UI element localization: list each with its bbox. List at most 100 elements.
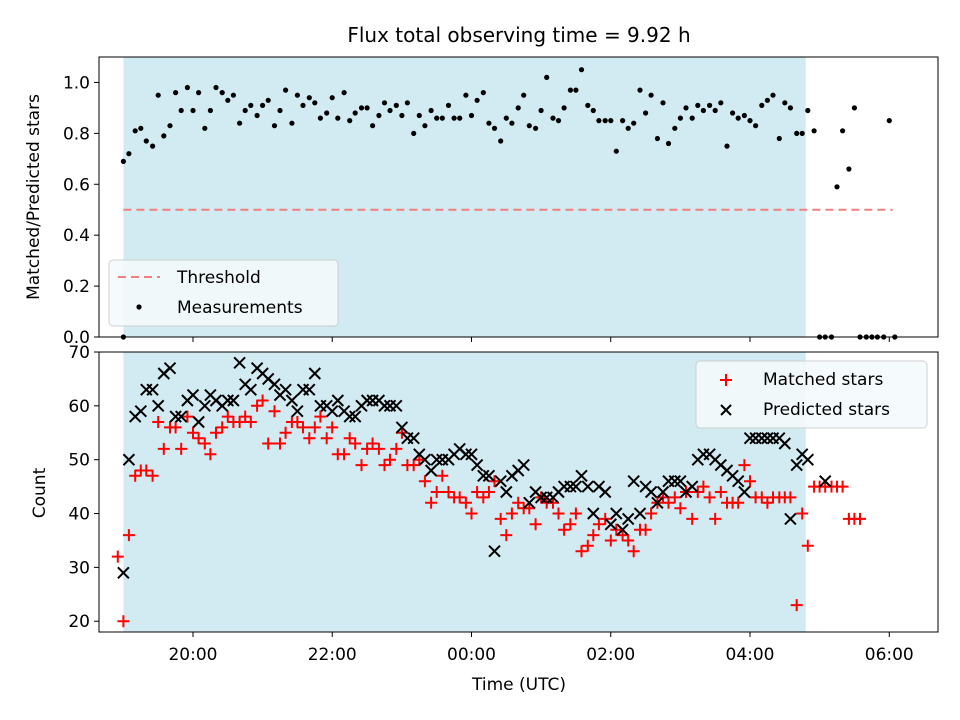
matched-star-point [494,512,507,525]
chart-title: Flux total observing time = 9.92 h [347,23,690,47]
predicted-star-point [534,491,548,504]
matched-star-point [268,405,281,418]
measurement-point [730,110,736,116]
matched-star-point [117,615,130,628]
measurement-point [747,118,753,124]
matched-star-point [157,442,170,455]
matched-star-point [755,491,768,504]
matched-star-point [338,448,351,461]
measurement-point [794,130,800,136]
measurement-point [184,84,190,91]
matched-star-point [244,416,257,428]
predicted-star-point [348,410,362,423]
count-x-tick-label: 20:00 [168,645,217,665]
matched-star-point [575,545,588,558]
matched-star-point [604,534,617,547]
ratio-y-label: Matched/Predicted stars [24,94,44,300]
matched-star-point [442,486,455,498]
matched-star-point [262,437,275,450]
matched-star-point [111,550,124,563]
matched-star-point [674,502,687,515]
predicted-star-point [621,512,635,526]
ratio-legend: Threshold Measurements [108,259,339,327]
count-panel: 20 30 40 50 60 70 20:00 22:00 00:00 02:00 04:00 06… [30,343,939,695]
matched-star-point [274,437,286,450]
predicted-star-point [610,507,623,520]
matched-star-point [697,480,710,493]
matched-star-point [192,432,205,445]
predicted-star-point [587,507,600,520]
matched-star-point [564,518,577,531]
measurement-point [654,135,661,142]
measurements-legend-swatch [136,304,142,310]
predicted-star-point [668,474,682,488]
ratio-y-axis: 0.0 0.2 0.4 0.6 0.8 1.0 [63,73,99,348]
measurement-point [260,102,266,108]
measurement-point [422,123,428,129]
count-x-tick-label: 04:00 [726,645,775,665]
predicted-star-point [303,383,316,396]
predicted-star-point [674,474,687,488]
measurement-point [567,87,574,93]
matched-star-point [552,507,565,520]
measurement-point [277,107,283,114]
matched-star-point [836,480,849,493]
matched-star-point [459,496,472,509]
matched-star-point [418,475,431,488]
measurement-point [637,87,643,93]
matched-star-point [587,529,600,542]
predicted-star-point [790,458,803,472]
predicted-star-point [738,485,751,499]
predicted-star-point [198,399,212,413]
measurement-point [555,118,562,124]
measurement-point [712,107,718,114]
matched-star-point [425,496,438,509]
measurement-point [138,125,144,131]
matched-star-point [152,416,165,428]
predicted-star-point [743,431,757,445]
matched-star-point [198,437,211,450]
measurement-point [764,97,771,103]
measurement-point [155,92,161,98]
measurement-point [486,120,492,126]
matched-star-point [233,416,246,428]
count-y-axis: 20 30 40 50 60 70 [68,343,99,632]
matched-star-point [732,496,745,509]
measurement-point [660,100,666,106]
measurement-point [271,123,278,129]
predicted-star-point [651,496,664,510]
count-y-tick-label: 50 [68,451,90,471]
predicted-star-point [221,394,235,407]
measurement-point [213,84,219,91]
predicted-star-point [569,480,583,493]
measurement-point [300,102,306,108]
measurement-point [237,120,243,126]
matched-star-point [430,486,443,498]
measurement-point [625,125,631,131]
predicted-star-point [174,410,188,423]
matched-star-point [738,459,751,472]
measurement-point [329,95,335,101]
matched-star-point [436,469,449,482]
measurement-point [364,105,370,111]
matched-star-point [761,496,774,509]
matched-star-point [645,507,658,520]
measurement-point [207,107,213,114]
matched-star-point [529,518,542,531]
matched-star-point [801,539,814,552]
predicted-star-point [244,383,258,396]
measurement-point [585,102,591,108]
matched-star-point [488,475,501,488]
ratio-y-tick-label: 1.0 [63,73,90,93]
predicted-star-point [604,518,618,531]
matched-star-point [639,523,652,536]
ratio-panel-frame [98,56,939,338]
measurement-point [544,74,550,80]
measurement-point [799,130,805,136]
count-y-tick-label: 40 [68,505,90,525]
measurement-point [759,102,765,108]
predicted-star-point [470,458,484,472]
measurement-point [434,115,440,121]
measurement-point [631,120,637,126]
matched-star-point [390,442,403,455]
